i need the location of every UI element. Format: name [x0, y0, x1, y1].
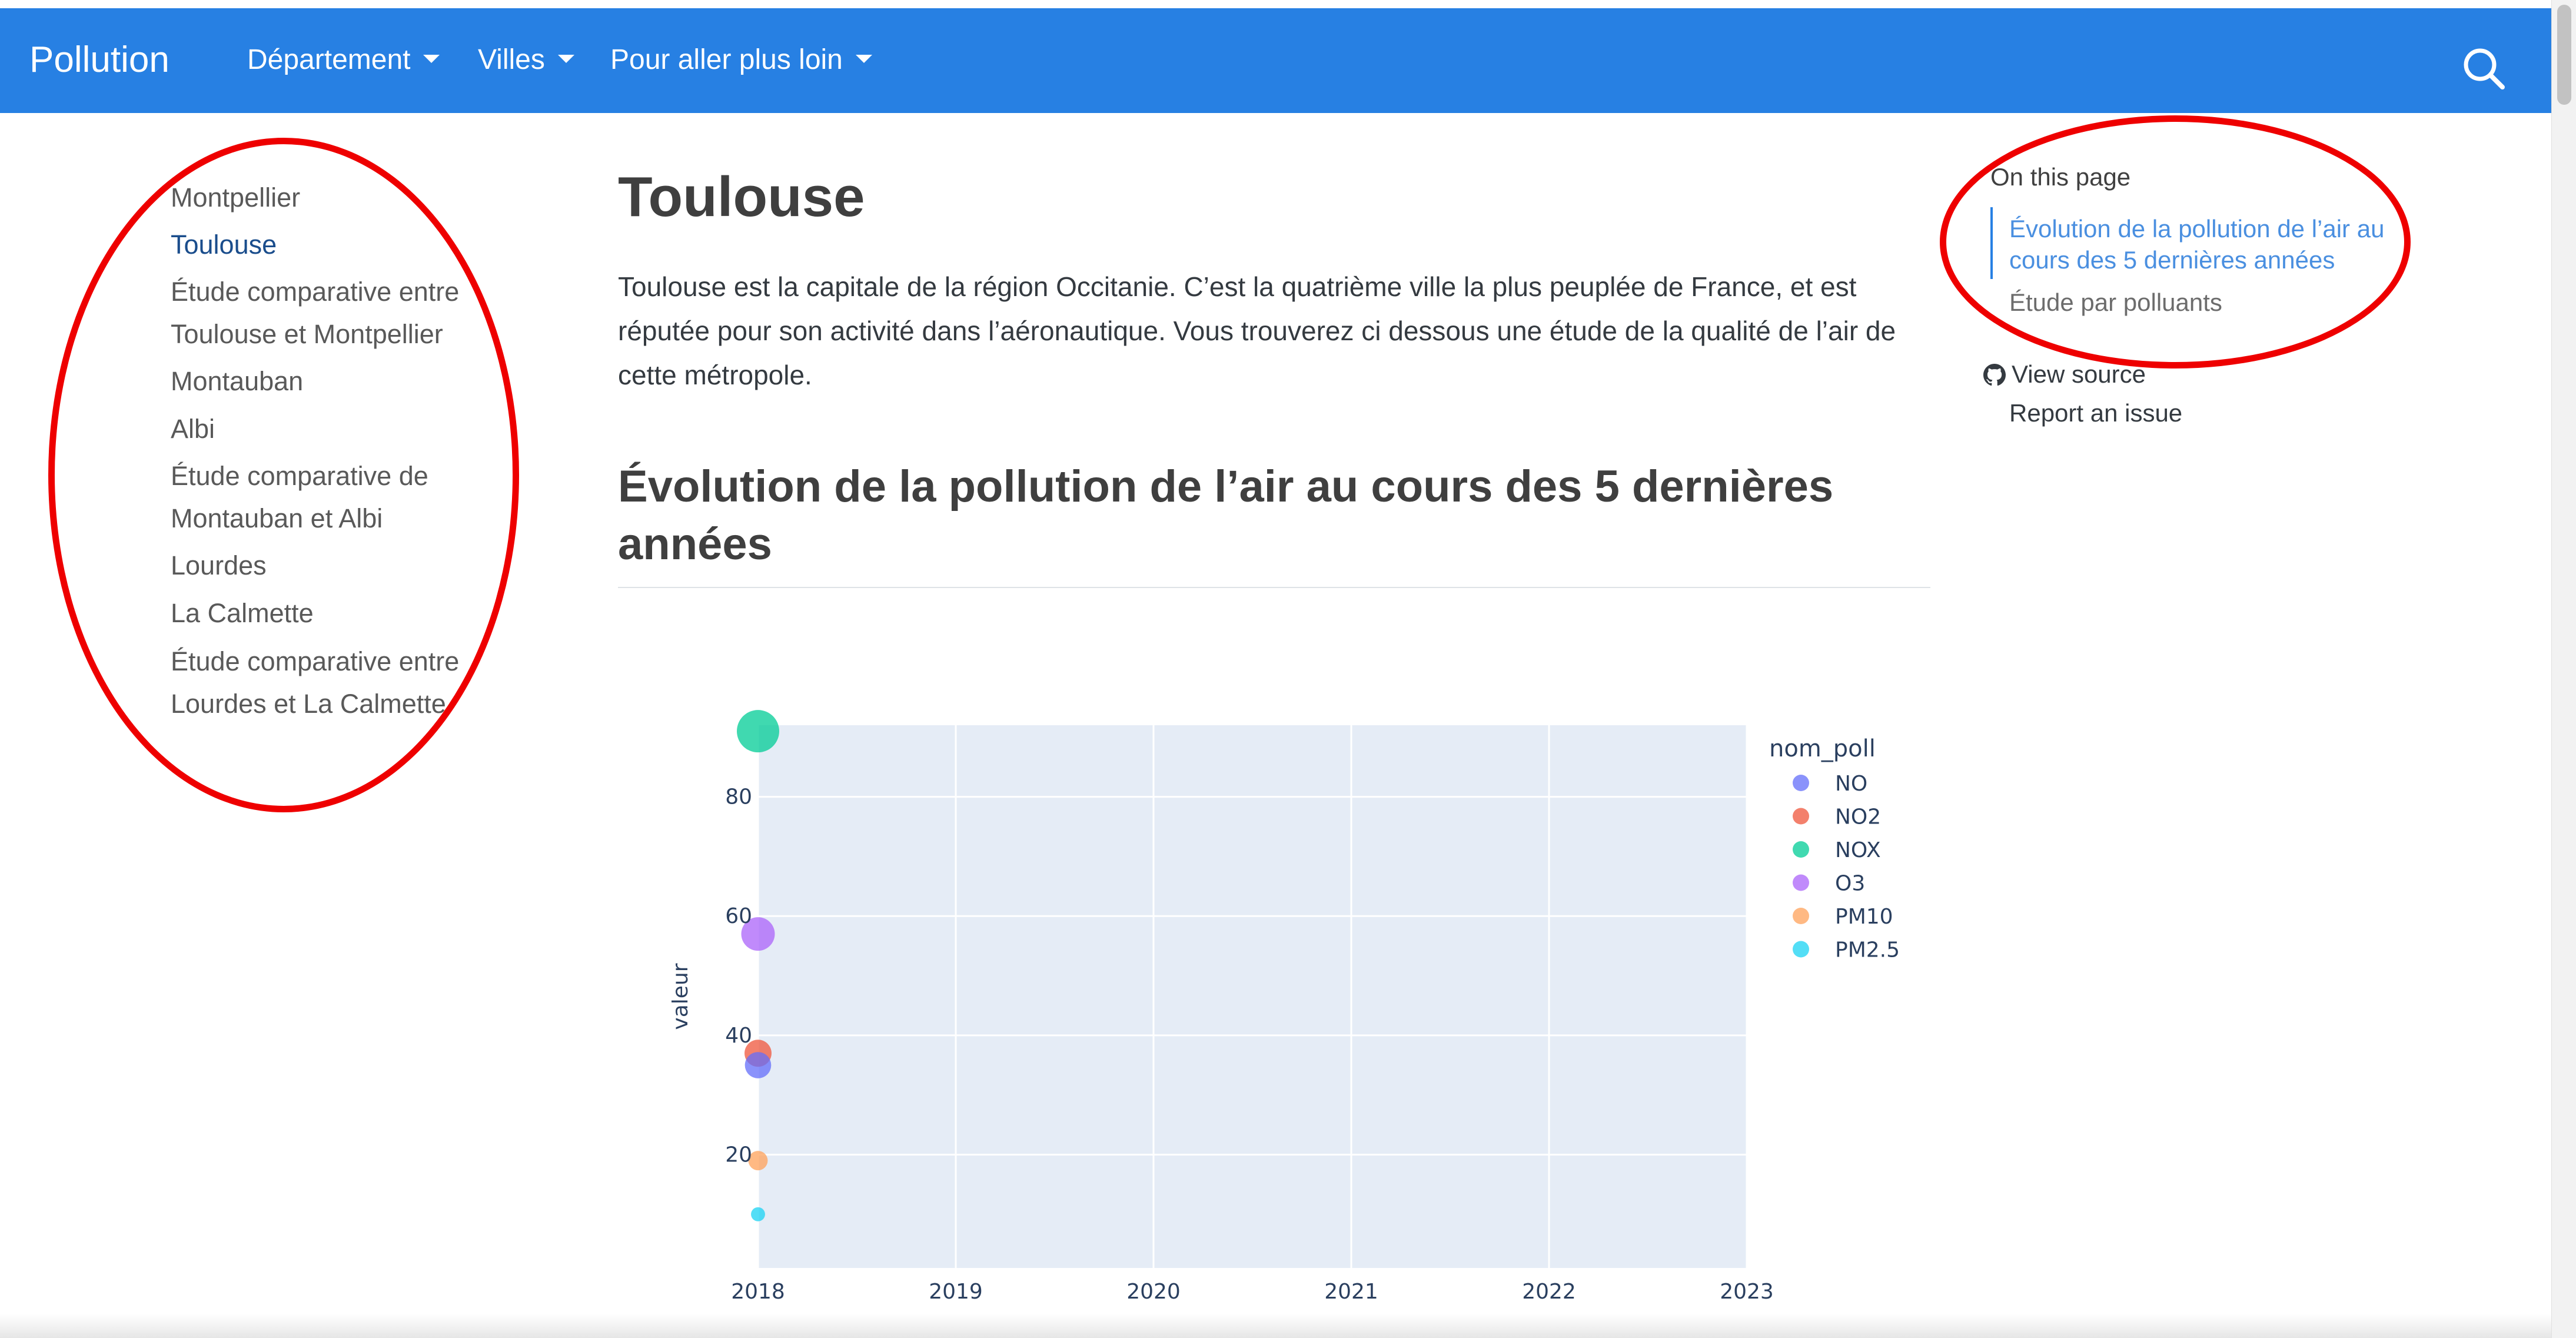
x-tick-label: 2022 — [1522, 1280, 1576, 1304]
x-tick-label: 2021 — [1324, 1280, 1378, 1304]
legend-item-o3[interactable]: O3 — [1793, 872, 1865, 896]
legend-item-no2[interactable]: NO2 — [1793, 805, 1881, 829]
sidebar-item-la-calmette[interactable]: La Calmette — [171, 598, 314, 628]
legend-label: PM10 — [1835, 905, 1893, 929]
y-axis-ticks: 20 40 60 80 — [725, 785, 752, 1167]
toc-active-indicator — [1990, 207, 1993, 279]
page-title: Toulouse — [618, 165, 865, 228]
y-tick-label: 60 — [725, 904, 752, 928]
legend-item-pm25[interactable]: PM2.5 — [1793, 938, 1900, 962]
data-point-pm10[interactable] — [748, 1151, 768, 1171]
sidebar-item-albi[interactable]: Albi — [171, 414, 215, 444]
legend-item-no[interactable]: NO — [1793, 772, 1867, 796]
data-point-pm25[interactable] — [751, 1207, 765, 1221]
toc-item-polluants[interactable]: Étude par polluants — [2009, 288, 2222, 316]
intro-paragraph: Toulouse est la capitale de la région Oc… — [618, 271, 1896, 390]
legend-item-nox[interactable]: NOX — [1793, 838, 1881, 862]
data-point-o3[interactable] — [741, 917, 775, 951]
github-icon — [1983, 364, 2006, 386]
search-icon — [2464, 48, 2505, 89]
x-tick-label: 2019 — [929, 1280, 983, 1304]
toc-item-evolution[interactable]: Évolution de la pollution de l’air au co… — [2009, 215, 2385, 274]
legend-marker — [1793, 808, 1809, 825]
scrollbar-thumb[interactable] — [2557, 5, 2571, 105]
sidebar-item-montauban[interactable]: Montauban — [171, 366, 304, 396]
sidebar-item-montpellier[interactable]: Montpellier — [171, 182, 301, 213]
menu-pour-aller-plus-loin-label: Pour aller plus loin — [610, 44, 843, 75]
legend-title: nom_poll — [1769, 735, 1876, 762]
menu-villes-label: Villes — [478, 44, 545, 75]
sidebar-item-toulouse[interactable]: Toulouse — [171, 230, 277, 260]
legend-label: NOX — [1835, 838, 1881, 862]
bottom-edge-shadow — [0, 1314, 2551, 1338]
sidebar-item-comparaison-montauban-albi-line2[interactable]: Montauban et Albi — [171, 503, 383, 533]
legend-label: O3 — [1835, 872, 1865, 896]
chart-grid — [757, 725, 1748, 1268]
legend-label: NO — [1835, 772, 1867, 796]
caret-down-icon — [855, 55, 872, 64]
legend-marker — [1793, 908, 1809, 924]
report-issue-link[interactable]: Report an issue — [2009, 399, 2183, 427]
caret-down-icon — [423, 55, 440, 64]
menu-departement-label: Département — [247, 44, 411, 75]
search-button[interactable] — [2460, 45, 2507, 92]
sidebar-item-comparaison-toulouse-montpellier-line2[interactable]: Toulouse et Montpellier — [171, 319, 443, 349]
legend-label: NO2 — [1835, 805, 1881, 829]
chart-plot-area — [758, 725, 1747, 1268]
legend-marker — [1793, 941, 1809, 958]
section-title: Évolution de la pollution de l’air au co… — [618, 462, 1834, 569]
navbar: Pollution Département Villes Pour aller … — [0, 8, 2551, 113]
legend-marker — [1793, 841, 1809, 858]
sidebar-item-comparaison-lourdes-la-calmette-line2[interactable]: Lourdes et La Calmette — [171, 689, 446, 719]
x-axis-ticks: 2018 2019 2020 2021 2022 2023 — [731, 1280, 1774, 1304]
chart-legend: NO NO2 NOX O3 PM10 PM2.5 — [1793, 772, 1900, 962]
x-tick-label: 2020 — [1126, 1280, 1181, 1304]
y-axis-label: valeur — [669, 963, 693, 1030]
menu-departement[interactable]: Département — [247, 44, 440, 76]
legend-label: PM2.5 — [1835, 938, 1900, 962]
legend-marker — [1793, 874, 1809, 891]
navbar-brand[interactable]: Pollution — [29, 39, 169, 80]
vertical-scrollbar[interactable] — [2551, 0, 2576, 1338]
y-tick-label: 80 — [725, 785, 752, 809]
data-point-no[interactable] — [744, 1052, 772, 1078]
caret-down-icon — [557, 55, 574, 64]
legend-marker — [1793, 775, 1809, 791]
y-tick-label: 40 — [725, 1024, 752, 1048]
x-tick-label: 2018 — [731, 1280, 785, 1304]
data-point-nox[interactable] — [737, 710, 779, 753]
sidebar-item-comparaison-toulouse-montpellier[interactable]: Étude comparative entre — [171, 277, 460, 307]
section-divider — [618, 587, 1930, 588]
menu-pour-aller-plus-loin[interactable]: Pour aller plus loin — [610, 44, 872, 76]
x-tick-label: 2023 — [1720, 1280, 1774, 1304]
chart-points — [737, 710, 779, 1221]
sidebar-item-comparaison-montauban-albi[interactable]: Étude comparative de — [171, 461, 428, 491]
legend-item-pm10[interactable]: PM10 — [1793, 905, 1893, 929]
sidebar-item-lourdes[interactable]: Lourdes — [171, 550, 267, 580]
menu-villes[interactable]: Villes — [478, 44, 574, 76]
y-tick-label: 20 — [725, 1143, 752, 1167]
toc-title: On this page — [1990, 163, 2131, 191]
sidebar-item-comparaison-lourdes-la-calmette[interactable]: Étude comparative entre — [171, 646, 460, 676]
